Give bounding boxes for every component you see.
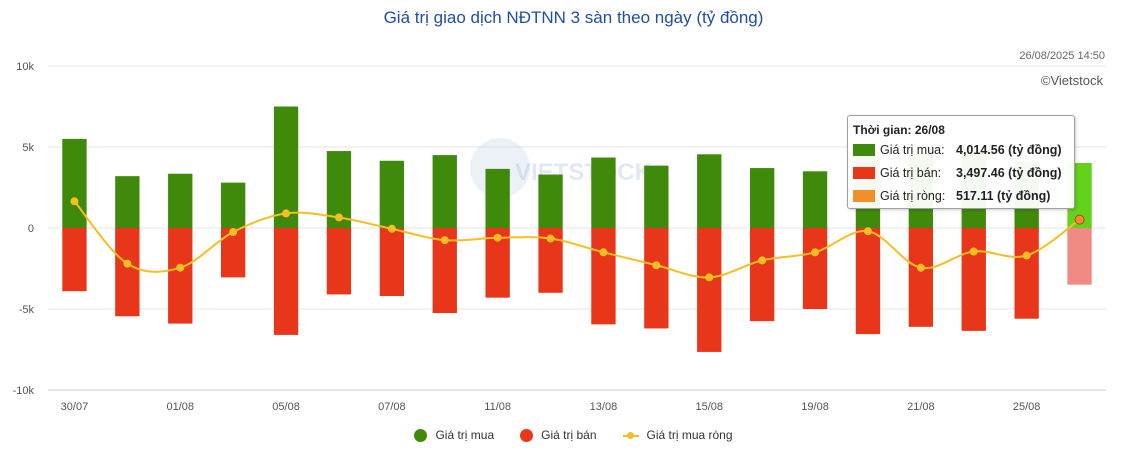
tooltip-row-buy: Giá trị mua: 4,014.56 (tỷ đồng) [853,143,1062,157]
buy-bar [273,106,299,228]
y-tick-label: 0 [28,223,34,235]
x-tick-label: 25/08 [1013,401,1041,413]
net-point [1074,214,1085,225]
buy-bar [749,168,775,228]
sell-bar [115,228,140,317]
net-point [652,261,661,270]
chart-plot: VIETSTOCK 10k 5k 0 -5k -10k 30/07 01/08 05/08 07… [13,61,1106,413]
y-tick-label: -10k [13,385,35,397]
net-point [493,233,502,242]
axis-labels: 10k 5k 0 -5k -10k 30/07 01/08 05/08 07/08 11/08 13… [13,61,1041,413]
sell-bar [644,228,669,329]
y-tick-label: 10k [16,61,34,73]
net-point [811,248,820,257]
net-point [229,228,238,237]
sell-bar [1067,228,1092,285]
x-tick-label: 07/08 [378,401,406,413]
legend-item-sell[interactable]: Giá trị bán [520,428,597,442]
sell-bar [749,228,775,322]
buy-bar [802,171,828,228]
tooltip-sell-label: Giá trị bán: [880,166,942,180]
timestamp: 26/08/2025 14:50 [1019,50,1105,62]
net-point [916,263,925,272]
sell-bar [855,228,881,335]
line-marker-icon [622,429,639,442]
tooltip-buy-value: 4,014.56 (tỷ đồng) [956,143,1062,157]
legend-item-net[interactable]: Giá trị mua ròng [622,428,733,442]
net-point [1022,251,1031,260]
sell-swatch [853,167,875,179]
net-point [863,227,872,236]
buy-bar [220,182,246,228]
net-point [705,273,714,282]
buy-swatch [853,144,875,156]
circle-icon [520,428,534,442]
x-tick-label: 30/07 [61,401,89,413]
buy-bar [62,138,87,228]
tooltip-row-net: Giá trị ròng: 517.11 (tỷ đồng) [853,189,1050,203]
sell-bar [591,228,616,325]
sell-bar [379,228,405,297]
sell-bar [802,228,828,309]
legend: Giá trị mua Giá trị bán Giá trị mua ròng [0,428,1147,442]
net-point [334,213,343,222]
buy-bar [168,173,193,228]
x-tick-label: 13/08 [590,401,618,413]
tooltip-net-value: 517.11 (tỷ đồng) [956,189,1051,203]
y-tick-label: 5k [22,142,34,154]
legend-item-buy[interactable]: Giá trị mua [414,428,494,442]
buy-bar [432,155,457,228]
buy-bar [644,165,669,228]
net-point [123,259,132,268]
circle-icon [414,428,428,442]
net-point [440,236,449,245]
legend-buy-label: Giá trị mua [435,428,495,442]
net-point [599,248,608,257]
net-point [546,234,555,243]
buy-bar [591,157,616,228]
x-tick-label: 15/08 [695,401,723,413]
net-point [282,209,291,218]
sell-bar [168,228,193,324]
net-line-series [70,197,1085,282]
buy-bar [538,174,563,228]
net-point [758,256,767,265]
tooltip-buy-label: Giá trị mua: [880,143,945,157]
sell-bar [273,228,299,335]
x-tick-label: 21/08 [907,401,935,413]
sell-bar [62,228,87,292]
sell-bar [1014,228,1039,319]
buy-bar [379,160,405,228]
watermark: VIETSTOCK [470,138,653,198]
tooltip: Thời gian: 26/08 Giá trị mua: 4,014.56 (… [847,115,1075,209]
net-swatch [853,190,875,202]
net-point [969,247,978,256]
net-point [70,197,79,206]
sell-bar [326,228,352,295]
x-tick-label: 01/08 [166,401,194,413]
sell-bar [697,228,722,352]
legend-net-label: Giá trị mua ròng [646,428,733,442]
net-point [387,224,396,233]
y-tick-label: -5k [19,304,35,316]
net-point [176,263,185,272]
buy-bar [115,176,140,228]
legend-sell-label: Giá trị bán [541,428,597,442]
tooltip-net-label: Giá trị ròng: [880,189,946,203]
tooltip-title: Thời gian: 26/08 [853,123,945,137]
tooltip-sell-value: 3,497.46 (tỷ đồng) [956,166,1062,180]
sell-bar [961,228,986,331]
buy-bar [485,168,510,228]
chart-title: Giá trị giao dịch NĐTNN 3 sàn theo ngày … [383,8,764,27]
credit-label: ©Vietstock [1040,73,1103,88]
x-tick-label: 19/08 [801,401,829,413]
x-tick-label: 05/08 [272,401,300,413]
watermark-text: VIETSTOCK [515,159,653,186]
x-tick-label: 11/08 [484,401,511,413]
tooltip-row-sell: Giá trị bán: 3,497.46 (tỷ đồng) [853,166,1062,180]
buy-bar [697,154,722,228]
sell-bar [908,228,934,327]
